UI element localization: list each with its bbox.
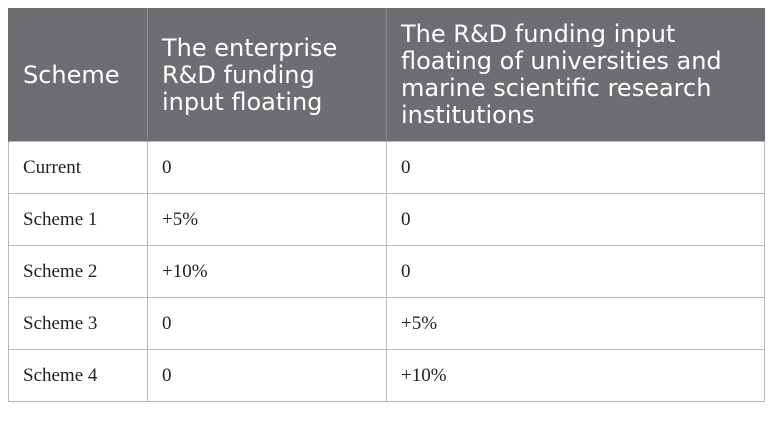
- cell-enterprise: 0: [147, 349, 387, 402]
- cell-university: 0: [386, 245, 765, 298]
- cell-scheme: Scheme 2: [8, 245, 148, 298]
- header-university-funding: The R&D funding input floating of univer…: [386, 8, 765, 142]
- cell-enterprise: 0: [147, 297, 387, 350]
- cell-enterprise: +5%: [147, 193, 387, 246]
- table-row: Scheme 3 0 +5%: [8, 297, 765, 350]
- cell-university: +10%: [386, 349, 765, 402]
- header-enterprise-funding: The enterprise R&D funding input floatin…: [147, 8, 387, 142]
- cell-enterprise: 0: [147, 141, 387, 194]
- cell-scheme: Scheme 3: [8, 297, 148, 350]
- cell-scheme: Scheme 4: [8, 349, 148, 402]
- table-row: Scheme 1 +5% 0: [8, 193, 765, 246]
- table-body: Current 0 0 Scheme 1 +5% 0 Scheme 2 +10%…: [8, 141, 765, 402]
- table-row: Current 0 0: [8, 141, 765, 194]
- table-row: Scheme 2 +10% 0: [8, 245, 765, 298]
- header-scheme: Scheme: [8, 8, 148, 142]
- cell-university: 0: [386, 193, 765, 246]
- cell-scheme: Current: [8, 141, 148, 194]
- cell-enterprise: +10%: [147, 245, 387, 298]
- table-header: Scheme The enterprise R&D funding input …: [8, 8, 765, 142]
- scheme-table: Scheme The enterprise R&D funding input …: [8, 8, 765, 402]
- cell-university: +5%: [386, 297, 765, 350]
- cell-scheme: Scheme 1: [8, 193, 148, 246]
- header-row: Scheme The enterprise R&D funding input …: [8, 8, 765, 142]
- table-row: Scheme 4 0 +10%: [8, 349, 765, 402]
- data-table-container: Scheme The enterprise R&D funding input …: [8, 8, 765, 402]
- cell-university: 0: [386, 141, 765, 194]
